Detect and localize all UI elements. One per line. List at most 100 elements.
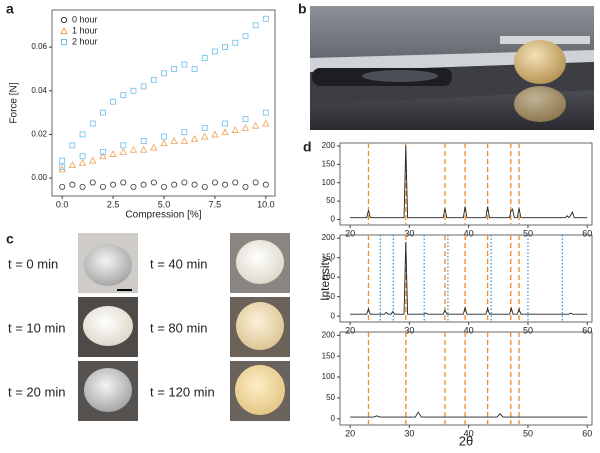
x-tick-label: 40 bbox=[464, 228, 474, 238]
plot-frame bbox=[51, 9, 276, 197]
point bbox=[140, 138, 147, 144]
point bbox=[252, 22, 259, 29]
point bbox=[262, 181, 269, 188]
point bbox=[232, 179, 239, 186]
x-tick-label: 50 bbox=[523, 325, 533, 335]
point bbox=[110, 181, 117, 188]
point bbox=[191, 66, 198, 72]
point bbox=[119, 148, 127, 155]
y-axis-label: Force [N] bbox=[9, 82, 20, 123]
x-axis-label: 2θ bbox=[459, 433, 473, 448]
point bbox=[130, 183, 137, 190]
point bbox=[109, 150, 117, 157]
x-tick-label: 30 bbox=[404, 428, 414, 438]
legend-marker bbox=[61, 39, 67, 45]
x-tick-label: 50 bbox=[523, 228, 533, 238]
point bbox=[59, 164, 66, 171]
x-tick-label: 7.5 bbox=[209, 199, 222, 209]
point bbox=[140, 83, 147, 90]
time-label: t = 120 min bbox=[150, 384, 215, 399]
point bbox=[78, 158, 87, 166]
point bbox=[68, 161, 77, 168]
point bbox=[69, 181, 76, 188]
point bbox=[79, 153, 86, 160]
point bbox=[252, 179, 259, 186]
point bbox=[99, 152, 107, 160]
point bbox=[89, 156, 97, 164]
x-tick-label: 30 bbox=[404, 325, 414, 335]
photos-c bbox=[78, 233, 290, 421]
y-tick-label: 50 bbox=[326, 292, 335, 301]
y-tick-label: 150 bbox=[322, 351, 336, 360]
point bbox=[100, 109, 106, 116]
point bbox=[180, 137, 189, 144]
point bbox=[130, 87, 137, 94]
legend-label: 0 hour bbox=[72, 14, 98, 24]
point bbox=[242, 33, 249, 40]
point bbox=[100, 149, 106, 155]
y-tick-label: 100 bbox=[322, 372, 336, 381]
y-tick-label: 150 bbox=[322, 159, 336, 168]
point bbox=[181, 61, 188, 68]
point bbox=[99, 183, 106, 190]
point bbox=[150, 179, 157, 186]
point bbox=[160, 139, 168, 147]
point bbox=[190, 134, 199, 142]
point bbox=[212, 48, 218, 55]
pattern-line bbox=[350, 242, 588, 315]
point bbox=[58, 165, 66, 173]
y-tick-label: 0.02 bbox=[31, 130, 47, 139]
point bbox=[59, 157, 66, 164]
point bbox=[170, 137, 178, 144]
time-label: t = 40 min bbox=[150, 256, 207, 271]
point bbox=[69, 142, 76, 149]
point bbox=[139, 145, 148, 153]
x-tick-label: 5.0 bbox=[158, 199, 171, 209]
point bbox=[181, 129, 188, 136]
pattern-line bbox=[350, 145, 588, 219]
x-tick-label: 60 bbox=[582, 228, 592, 238]
time-label: t = 20 min bbox=[8, 384, 65, 399]
point bbox=[201, 55, 208, 61]
panel-label: c bbox=[6, 231, 14, 247]
point bbox=[231, 126, 239, 133]
y-axis-label: Intensity bbox=[318, 256, 332, 301]
x-tick-label: 60 bbox=[582, 325, 592, 335]
point bbox=[171, 181, 178, 188]
pattern-line bbox=[350, 411, 588, 418]
point bbox=[201, 124, 208, 131]
point bbox=[242, 116, 249, 123]
point bbox=[221, 128, 229, 136]
y-tick-label: 0.00 bbox=[31, 173, 47, 182]
x-tick-label: 20 bbox=[345, 428, 355, 438]
point bbox=[120, 142, 127, 149]
x-tick-label: 60 bbox=[582, 428, 592, 438]
point bbox=[150, 76, 157, 83]
legend-marker bbox=[60, 26, 68, 34]
x-tick-label: 50 bbox=[523, 428, 533, 438]
y-tick-label: 200 bbox=[322, 233, 336, 242]
y-tick-label: 100 bbox=[322, 178, 336, 187]
point bbox=[89, 120, 96, 127]
y-tick-label: 100 bbox=[322, 272, 336, 281]
point bbox=[191, 181, 198, 188]
plot-frame bbox=[339, 331, 593, 426]
plot-frame bbox=[339, 234, 593, 323]
point bbox=[150, 143, 158, 151]
point bbox=[232, 39, 239, 46]
y-tick-label: 50 bbox=[326, 393, 335, 402]
x-tick-label: 20 bbox=[345, 325, 355, 335]
y-tick-label: 0 bbox=[331, 215, 336, 224]
legend-label: 1 hour bbox=[72, 25, 98, 35]
time-label: t = 10 min bbox=[8, 320, 65, 335]
y-tick-label: 200 bbox=[322, 141, 336, 150]
x-tick-label: 40 bbox=[464, 325, 474, 335]
point bbox=[161, 133, 167, 140]
time-label: t = 80 min bbox=[150, 320, 207, 335]
point bbox=[262, 109, 269, 116]
x-tick-label: 2.5 bbox=[107, 199, 120, 209]
x-axis-label: Compression [%] bbox=[125, 210, 201, 221]
time-label: t = 0 min bbox=[8, 256, 58, 271]
point bbox=[59, 183, 66, 190]
point bbox=[79, 131, 86, 138]
